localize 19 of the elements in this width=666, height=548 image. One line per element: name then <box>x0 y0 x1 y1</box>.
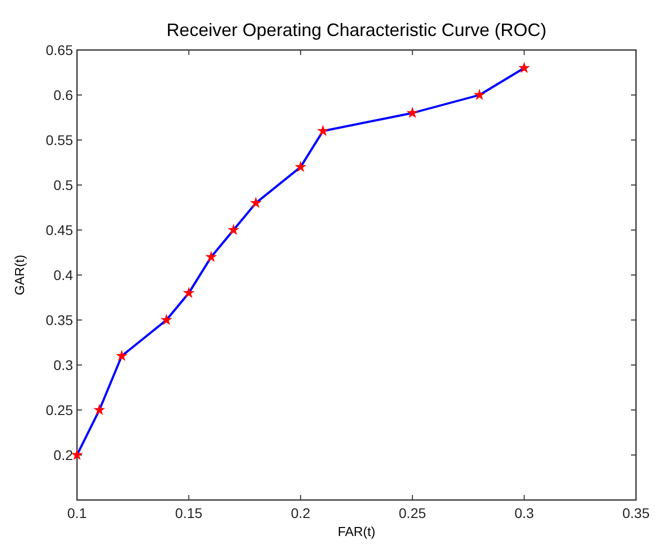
chart-title: Receiver Operating Characteristic Curve (ROC) <box>166 20 547 40</box>
x-tick-label: 0.15 <box>175 505 203 521</box>
y-tick-label: 0.3 <box>54 356 74 373</box>
x-tick-label: 0.25 <box>398 505 426 521</box>
y-tick-label: 0.35 <box>46 312 74 328</box>
y-tick-label: 0.2 <box>54 446 74 463</box>
y-tick-label: 0.6 <box>54 86 74 103</box>
y-tick-label: 0.65 <box>46 42 74 58</box>
x-tick-label: 0.35 <box>622 505 650 521</box>
y-axis-title: GAR(t) <box>12 254 27 296</box>
y-tick-label: 0.25 <box>46 402 74 418</box>
x-tick-label: 0.2 <box>290 505 311 521</box>
y-tick-label: 0.55 <box>46 132 74 148</box>
x-tick-label: 0.3 <box>514 505 534 521</box>
x-tick-label: 0.1 <box>67 505 87 521</box>
y-tick-label: 0.45 <box>46 222 74 238</box>
y-tick-label: 0.4 <box>54 266 74 283</box>
x-axis-title: FAR(t) <box>338 524 376 539</box>
y-tick-label: 0.5 <box>54 176 74 193</box>
